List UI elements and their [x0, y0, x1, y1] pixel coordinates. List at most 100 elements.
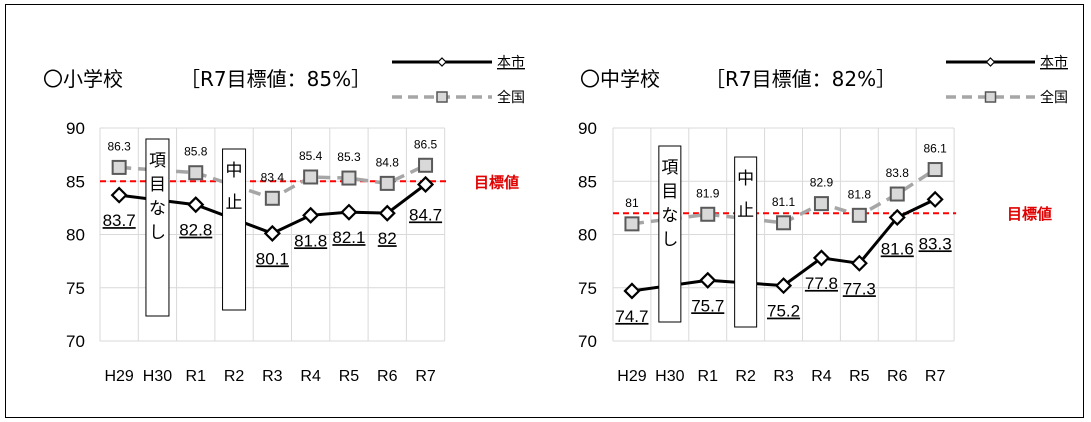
national-point — [264, 190, 280, 206]
national-point — [889, 186, 905, 202]
legend-city-label: 本市 — [497, 54, 525, 71]
national-point — [813, 196, 829, 212]
x-tick-label: H29 — [104, 368, 133, 385]
x-tick-label: R7 — [925, 368, 946, 385]
y-tick-label: 90 — [578, 119, 597, 138]
annotation-text: 中止 — [226, 161, 243, 213]
target-line-label: 目標値 — [474, 173, 519, 191]
x-tick-label: R6 — [887, 368, 908, 385]
y-tick-label: 85 — [578, 172, 597, 191]
city-point — [623, 282, 641, 300]
national-data-label: 83.4 — [261, 170, 285, 184]
annotation-box — [145, 138, 170, 317]
city-point — [187, 196, 205, 214]
national-point — [341, 170, 357, 186]
legend-national-label: 全国 — [497, 89, 525, 106]
grid — [612, 127, 955, 342]
national-point — [927, 162, 943, 178]
legend-city-marker — [985, 57, 996, 67]
legend-city-marker — [437, 57, 447, 67]
x-tick-label: R5 — [849, 368, 870, 385]
y-tick-label: 85 — [66, 172, 85, 191]
chart-title: 〇小学校 — [43, 67, 123, 91]
annotation-box — [658, 145, 682, 323]
x-tick-label: R5 — [339, 368, 360, 385]
x-tick-label: R1 — [698, 368, 719, 385]
national-point — [851, 207, 867, 223]
city-data-label: 74.7 — [615, 307, 648, 326]
city-data-label: 82.1 — [332, 228, 365, 247]
national-data-label: 85.8 — [184, 145, 208, 159]
target-title: ［R7目標値：85%］ — [180, 67, 371, 91]
city-point — [302, 206, 320, 224]
annotation-no-item: 項目なし — [658, 145, 682, 323]
city-data-label: 75.7 — [691, 296, 724, 315]
annotation-text: 項目なし — [661, 158, 678, 250]
x-tick-label: R4 — [300, 368, 321, 385]
annotation-cancelled: 中止 — [222, 148, 247, 311]
annotation-cancelled: 中止 — [734, 156, 758, 328]
x-tick-label: R3 — [262, 368, 283, 385]
legend-city-label: 本市 — [1040, 54, 1068, 71]
national-data-label: 86.5 — [414, 137, 438, 151]
national-data-label: 85.3 — [337, 150, 361, 164]
city-data-label: 82 — [378, 229, 397, 248]
national-data-label: 81.9 — [696, 186, 720, 200]
national-data-label: 81.8 — [848, 187, 872, 201]
annotation-no-item: 項目なし — [145, 138, 170, 317]
city-point — [888, 208, 906, 227]
x-tick-label: R2 — [224, 368, 245, 385]
city-data-label: 82.8 — [179, 221, 212, 240]
national-point — [111, 159, 127, 175]
x-tick-label: R1 — [186, 368, 207, 385]
target-title: ［R7目標値：82%］ — [705, 67, 896, 91]
city-data-label: 77.8 — [805, 274, 838, 293]
national-data-label: 84.8 — [376, 155, 400, 169]
city-point — [850, 254, 868, 272]
national-data-label: 83.8 — [886, 166, 910, 180]
national-point — [418, 157, 434, 173]
x-tick-label: R4 — [811, 368, 832, 385]
national-point — [188, 165, 204, 181]
y-tick-label: 75 — [66, 279, 85, 298]
annotation-text: 項目なし — [149, 151, 166, 243]
target-line-label: 目標値 — [1007, 205, 1052, 223]
x-tick-label: H30 — [143, 368, 172, 385]
x-tick-label: R3 — [773, 368, 794, 385]
city-data-label: 84.7 — [409, 205, 442, 224]
y-tick-label: 80 — [578, 226, 597, 245]
y-tick-label: 70 — [66, 332, 85, 351]
y-tick-label: 70 — [578, 332, 597, 351]
legend-national-marker — [984, 91, 997, 103]
x-tick-label: H30 — [655, 368, 684, 385]
city-point — [263, 224, 281, 242]
city-data-label: 81.8 — [294, 231, 327, 250]
y-tick-label: 90 — [66, 119, 85, 138]
city-point — [110, 186, 128, 204]
national-data-label: 81 — [625, 196, 639, 210]
city-point — [699, 271, 717, 289]
national-point — [379, 175, 395, 191]
national-data-label: 85.4 — [299, 149, 323, 163]
city-data-label: 83.7 — [103, 211, 136, 230]
x-tick-label: R2 — [735, 368, 756, 385]
annotation-box — [734, 156, 758, 328]
national-data-label: 86.3 — [107, 139, 131, 153]
legend-national-marker — [436, 91, 448, 103]
national-point — [700, 206, 716, 222]
x-tick-label: H29 — [617, 368, 646, 385]
legend-national-label: 全国 — [1040, 89, 1068, 106]
national-data-label: 81.1 — [772, 195, 796, 209]
annotation-box — [222, 148, 247, 311]
national-data-label: 82.9 — [810, 176, 834, 190]
x-tick-label: R7 — [415, 368, 436, 385]
figure-frame — [5, 4, 1084, 418]
city-data-label: 80.1 — [256, 249, 289, 268]
city-data-label: 75.2 — [767, 302, 800, 321]
x-tick-label: R6 — [377, 368, 398, 385]
national-point — [303, 169, 319, 185]
y-tick-label: 80 — [66, 226, 85, 245]
